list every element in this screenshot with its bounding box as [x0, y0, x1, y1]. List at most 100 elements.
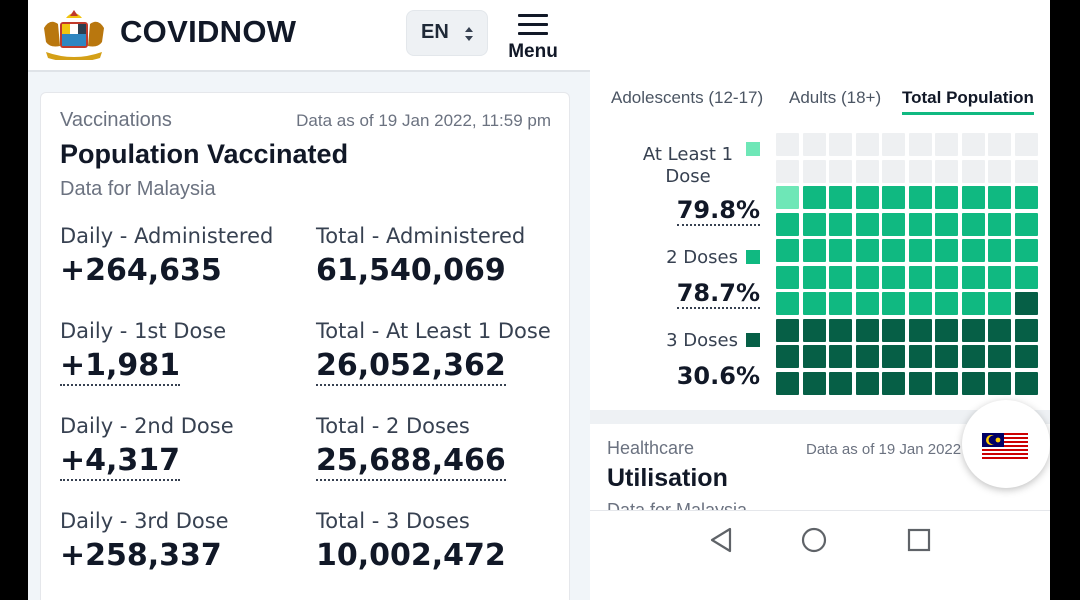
- stat-value-tooltip[interactable]: +4,317: [60, 443, 181, 481]
- home-circle-icon[interactable]: [794, 525, 834, 555]
- waffle-cell: [855, 212, 879, 236]
- waffle-cell: [802, 133, 826, 156]
- waffle-cell: [802, 292, 826, 315]
- waffle-cell: [1014, 371, 1038, 395]
- brand-title: COVIDNOW: [120, 14, 297, 49]
- language-value: EN: [421, 21, 449, 43]
- waffle-cell: [829, 239, 852, 262]
- card-title: Population Vaccinated: [60, 139, 349, 169]
- waffle-cell: [855, 345, 879, 368]
- waffle-cell: [855, 186, 879, 209]
- population-tabs: Adolescents (12-17) Adults (18+) Total P…: [611, 88, 1041, 118]
- waffle-cell: [961, 371, 985, 395]
- vaccination-card: Vaccinations Data as of 19 Jan 2022, 11:…: [40, 92, 570, 600]
- language-select[interactable]: EN: [406, 10, 488, 56]
- waffle-cell: [882, 133, 905, 156]
- waffle-cell: [776, 159, 799, 183]
- waffle-cell: [961, 159, 985, 183]
- waffle-cell: [776, 212, 799, 236]
- waffle-cell: [1014, 133, 1038, 156]
- back-triangle-icon[interactable]: [702, 525, 742, 555]
- waffle-cell: [776, 133, 799, 156]
- waffle-cell: [855, 265, 879, 289]
- card-subtitle: Data for Malaysia: [60, 178, 216, 200]
- stat-value-tooltip[interactable]: +1,981: [60, 348, 181, 386]
- data-timestamp: Data as of 19 Jan 2022: [806, 441, 962, 458]
- stat-value-tooltip[interactable]: 25,688,466: [316, 443, 506, 481]
- left-panel: COVIDNOW EN Menu Vaccinations Data as of…: [28, 0, 590, 600]
- waffle-cell: [988, 212, 1011, 236]
- waffle-cell: [988, 292, 1011, 315]
- tab-adults[interactable]: Adults (18+): [789, 88, 882, 107]
- waffle-cell: [802, 239, 826, 262]
- legend-3-doses: 3 Doses: [666, 330, 760, 351]
- stat-daily-administered: Daily - Administered +264,635: [60, 224, 273, 289]
- waffle-cell: [882, 265, 905, 289]
- waffle-cell: [829, 292, 852, 315]
- waffle-cell: [802, 186, 826, 209]
- waffle-cell: [908, 186, 932, 209]
- stat-label: Total - 3 Doses: [316, 509, 470, 533]
- waffle-cell: [961, 318, 985, 342]
- waffle-cell: [855, 159, 879, 183]
- waffle-cell: [908, 345, 932, 368]
- waffle-cell: [908, 318, 932, 342]
- waffle-cell: [1014, 159, 1038, 183]
- waffle-cell: [776, 186, 799, 209]
- stat-label: Daily - 2nd Dose: [60, 414, 234, 438]
- left-black-border: [0, 0, 28, 600]
- waffle-cell: [935, 292, 958, 315]
- waffle-cell: [908, 212, 932, 236]
- card-category: Vaccinations: [60, 109, 172, 131]
- legend-at-least-1-dose: At Least 1 Dose: [638, 142, 760, 189]
- waffle-cell: [988, 186, 1011, 209]
- stat-value-tooltip[interactable]: 26,052,362: [316, 348, 506, 386]
- waffle-cell: [1014, 345, 1038, 368]
- malaysia-coat-of-arms-icon: [44, 10, 104, 60]
- section-divider: [590, 410, 1050, 424]
- stat-label: Daily - 3rd Dose: [60, 509, 229, 533]
- waffle-cell: [961, 212, 985, 236]
- waffle-cell: [882, 345, 905, 368]
- waffle-cell: [961, 186, 985, 209]
- stat-total-at-least-1-dose: Total - At Least 1 Dose 26,052,362: [316, 319, 551, 386]
- legend-label: At Least 1 Dose: [642, 143, 734, 188]
- waffle-cell: [855, 318, 879, 342]
- waffle-cell: [855, 292, 879, 315]
- percent-at-least-1-dose[interactable]: 79.8%: [676, 196, 760, 226]
- waffle-cell: [882, 292, 905, 315]
- waffle-cell: [908, 265, 932, 289]
- top-bar: COVIDNOW EN Menu: [28, 0, 590, 72]
- hamburger-icon: [518, 14, 548, 35]
- waffle-cell: [829, 371, 852, 395]
- right-panel: Adolescents (12-17) Adults (18+) Total P…: [590, 0, 1050, 600]
- waffle-cell: [961, 345, 985, 368]
- tab-adolescents[interactable]: Adolescents (12-17): [611, 88, 764, 107]
- language-flag-button[interactable]: [962, 400, 1050, 488]
- tab-total-population[interactable]: Total Population: [902, 88, 1034, 115]
- waffle-cell: [802, 265, 826, 289]
- percent-2-doses[interactable]: 78.7%: [676, 279, 760, 309]
- stat-daily-3rd-dose: Daily - 3rd Dose +258,337: [60, 509, 229, 574]
- stat-value: +264,635: [60, 253, 222, 288]
- menu-label: Menu: [508, 41, 558, 62]
- waffle-cell: [802, 159, 826, 183]
- waffle-cell: [829, 265, 852, 289]
- waffle-cell: [776, 265, 799, 289]
- waffle-cell: [908, 239, 932, 262]
- menu-button[interactable]: Menu: [502, 6, 564, 66]
- data-timestamp: Data as of 19 Jan 2022, 11:59 pm: [296, 111, 551, 130]
- waffle-cell: [988, 345, 1011, 368]
- legend-swatch: [746, 333, 760, 347]
- recents-square-icon[interactable]: [899, 525, 939, 555]
- waffle-cell: [882, 186, 905, 209]
- stat-daily-1st-dose: Daily - 1st Dose +1,981: [60, 319, 226, 386]
- waffle-cell: [829, 159, 852, 183]
- stat-daily-2nd-dose: Daily - 2nd Dose +4,317: [60, 414, 234, 481]
- waffle-cell: [961, 133, 985, 156]
- waffle-cell: [1014, 318, 1038, 342]
- waffle-cell: [935, 186, 958, 209]
- waffle-cell: [988, 318, 1011, 342]
- waffle-cell: [935, 371, 958, 395]
